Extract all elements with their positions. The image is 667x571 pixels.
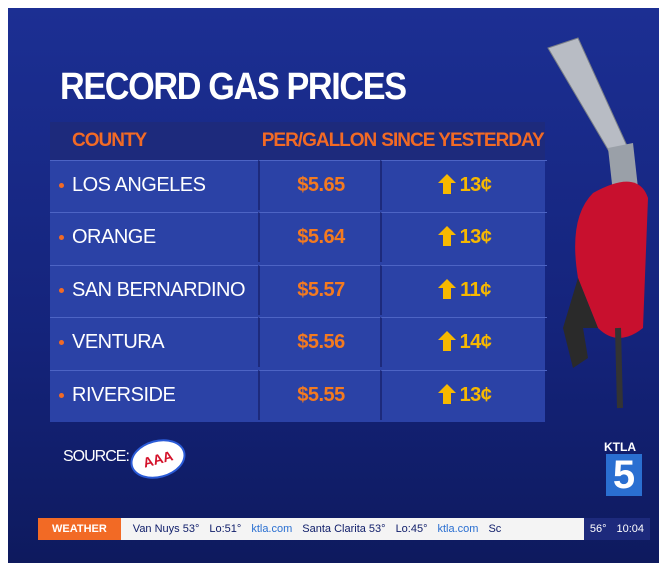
ticker-item: Santa Clarita 53° <box>302 523 385 535</box>
column-header: SINCE YESTERDAY <box>380 122 545 160</box>
price-cell: $5.55 <box>258 370 382 420</box>
aaa-logo: AAA <box>126 433 190 484</box>
ticker-time: 10:04 <box>616 523 644 535</box>
change-cell: 13¢ <box>380 160 547 210</box>
news-ticker: WEATHER Van Nuys 53° Lo:51° ktla.com Santa C… <box>38 518 650 540</box>
bullet <box>59 183 64 188</box>
ticker-item: ktla.com <box>251 523 292 535</box>
county-name: SAN BERNARDINO <box>72 279 245 301</box>
price-cell: $5.64 <box>258 212 382 262</box>
county-cell: SAN BERNARDINO <box>50 265 258 314</box>
ticker-item: Van Nuys 53° <box>133 523 200 535</box>
county-cell: RIVERSIDE <box>50 370 258 419</box>
screenshot: RECORD GAS PRICES COUNTYPER/GALLONSINCE … <box>0 0 667 571</box>
price-cell: $5.56 <box>258 317 382 367</box>
change-cell: 11¢ <box>380 265 547 315</box>
price-change: 11¢ <box>460 279 491 301</box>
county-cell: VENTURA <box>50 317 258 366</box>
bullet <box>59 288 64 293</box>
county-cell: LOS ANGELES <box>50 160 258 209</box>
price-change: 13¢ <box>460 384 492 406</box>
bullet <box>59 235 64 240</box>
gas-pump-nozzle <box>538 28 653 428</box>
change-cell: 13¢ <box>380 212 547 262</box>
county-name: LOS ANGELES <box>72 174 205 196</box>
ticker-temp: 56° <box>590 523 607 535</box>
price-change: 14¢ <box>460 331 492 353</box>
ticker-item: Lo:51° <box>209 523 241 535</box>
title: RECORD GAS PRICES <box>60 66 406 109</box>
ticker-item: ktla.com <box>438 523 479 535</box>
station-name: KTLA <box>604 440 636 454</box>
county-cell: ORANGE <box>50 212 258 261</box>
column-header: COUNTY <box>50 122 258 160</box>
bullet <box>59 340 64 345</box>
county-name: VENTURA <box>72 331 164 353</box>
change-cell: 13¢ <box>380 370 547 420</box>
up-arrow <box>438 174 456 194</box>
price-change: 13¢ <box>460 174 492 196</box>
ticker-item: Sc <box>488 523 501 535</box>
price-cell: $5.57 <box>258 265 382 315</box>
source-label: SOURCE: <box>63 448 129 466</box>
column-header: PER/GALLON <box>258 122 380 160</box>
ticker-label: WEATHER <box>38 518 121 540</box>
up-arrow <box>438 279 456 299</box>
ticker-item: Lo:45° <box>396 523 428 535</box>
up-arrow <box>438 226 456 246</box>
county-name: RIVERSIDE <box>72 384 175 406</box>
channel-number: 5 <box>606 454 642 496</box>
price-change: 13¢ <box>460 226 492 248</box>
change-cell: 14¢ <box>380 317 547 367</box>
price-cell: $5.65 <box>258 160 382 210</box>
up-arrow <box>438 331 456 351</box>
up-arrow <box>438 384 456 404</box>
ticker-items: Van Nuys 53° Lo:51° ktla.com Santa Clarita … <box>133 523 512 535</box>
bullet <box>59 393 64 398</box>
county-name: ORANGE <box>72 226 156 248</box>
